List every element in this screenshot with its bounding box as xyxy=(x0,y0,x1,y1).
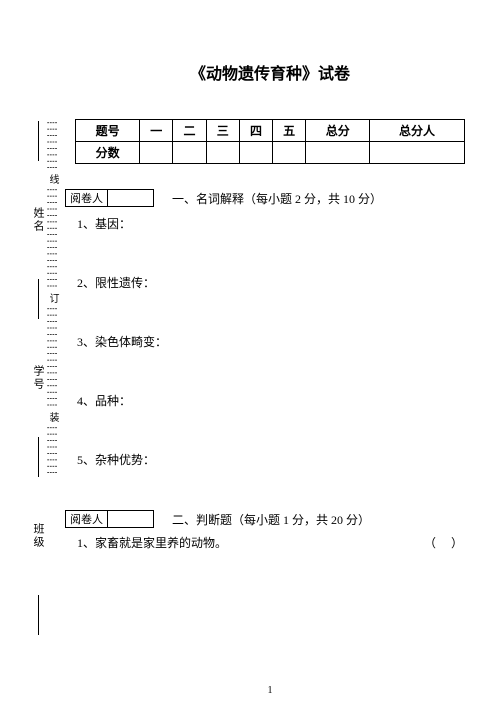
dash-segment: ┊┊┊┊┊┊┊┊ xyxy=(47,120,57,171)
exam-title: 《动物遗传育种》试卷 xyxy=(65,60,475,84)
score-cell xyxy=(370,142,465,164)
q1-5: 5、杂种优势： xyxy=(77,451,475,468)
fold-line: ┊┊┊┊┊┊┊┊ 线 ┊┊┊┊┊┊┊┊┊┊┊┊┊┊┊┊ 订 ┊┊┊┊┊┊┊┊┊┊… xyxy=(42,120,62,680)
table-row: 题号 一 二 三 四 五 总分 总分人 xyxy=(76,120,465,142)
fill-line xyxy=(38,437,39,477)
th-col: 二 xyxy=(173,120,206,142)
grader-label: 阅卷人 xyxy=(66,511,108,527)
page-number: 1 xyxy=(65,685,475,696)
grader-blank xyxy=(108,190,153,206)
answer-paren: （ ） xyxy=(424,534,469,551)
q1-3: 3、染色体畸变： xyxy=(77,333,475,350)
q1-2: 2、限性遗传： xyxy=(77,274,475,291)
score-table: 题号 一 二 三 四 五 总分 总分人 分数 xyxy=(75,119,465,164)
score-cell xyxy=(173,142,206,164)
fold-label-xian: 线 xyxy=(47,174,57,184)
fill-line xyxy=(38,595,39,635)
th-total: 总分 xyxy=(306,120,370,142)
fill-line xyxy=(38,121,39,161)
dash-segment: ┊┊┊┊┊┊┊┊ xyxy=(47,425,57,476)
q2-1: 1、家畜就是家里养的动物。 （ ） xyxy=(77,534,475,551)
th-col: 一 xyxy=(140,120,173,142)
row-label: 分数 xyxy=(76,142,140,164)
grader-label: 阅卷人 xyxy=(66,190,108,206)
score-cell xyxy=(239,142,272,164)
grader-box: 阅卷人 xyxy=(65,189,154,207)
th-scorer: 总分人 xyxy=(370,120,465,142)
th-col: 三 xyxy=(206,120,239,142)
q2-text: 1、家畜就是家里养的动物。 xyxy=(77,534,227,551)
q1-4: 4、品种： xyxy=(77,392,475,409)
table-row: 分数 xyxy=(76,142,465,164)
score-cell xyxy=(206,142,239,164)
th-label: 题号 xyxy=(76,120,140,142)
section2-title: 二、判断题（每小题 1 分，共 20 分） xyxy=(172,511,370,528)
dash-segment: ┊┊┊┊┊┊┊┊┊┊┊┊┊┊┊┊ xyxy=(47,187,57,290)
score-cell xyxy=(140,142,173,164)
th-col: 四 xyxy=(239,120,272,142)
grader-blank xyxy=(108,511,153,527)
section2-header: 阅卷人 二、判断题（每小题 1 分，共 20 分） xyxy=(65,510,475,528)
section1-header: 阅卷人 一、名词解释（每小题 2 分，共 10 分） xyxy=(65,189,475,207)
q1-1: 1、基因： xyxy=(77,215,475,232)
grader-box: 阅卷人 xyxy=(65,510,154,528)
dash-segment: ┊┊┊┊┊┊┊┊┊┊┊┊┊┊┊┊ xyxy=(47,306,57,409)
score-cell xyxy=(273,142,306,164)
fill-line xyxy=(38,279,39,319)
page-content: 《动物遗传育种》试卷 题号 一 二 三 四 五 总分 总分人 分数 阅卷人 一 xyxy=(65,0,475,706)
score-cell xyxy=(306,142,370,164)
fold-label-zhuang: 装 xyxy=(47,412,57,422)
th-col: 五 xyxy=(273,120,306,142)
fold-label-ding: 订 xyxy=(47,293,57,303)
section1-title: 一、名词解释（每小题 2 分，共 10 分） xyxy=(172,190,382,207)
